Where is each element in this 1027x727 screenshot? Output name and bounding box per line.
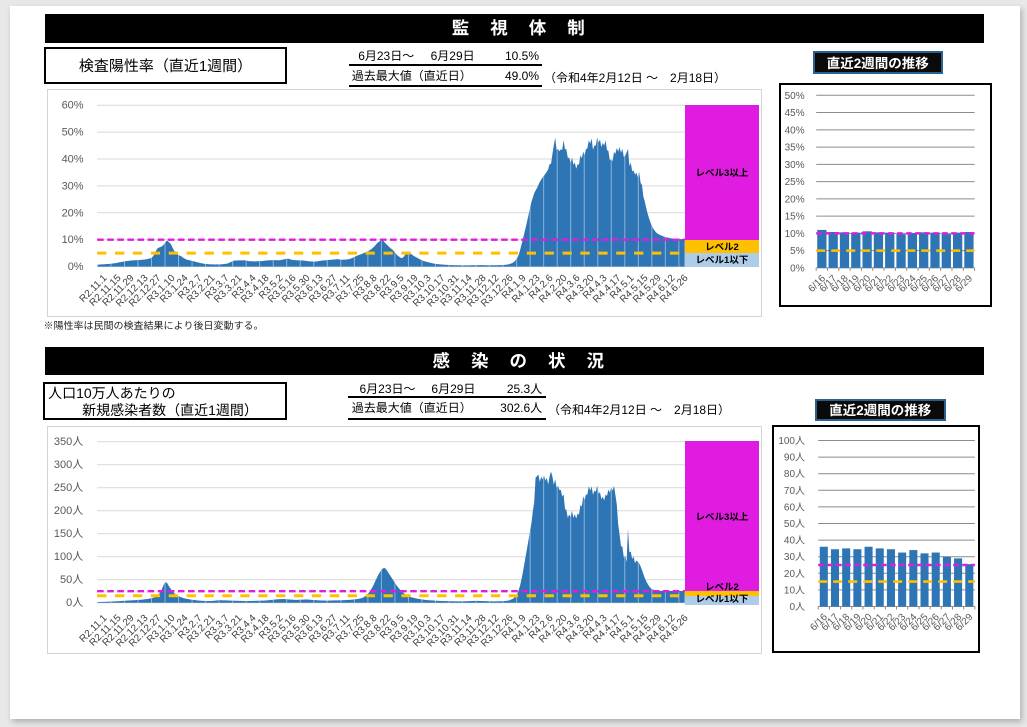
- svg-text:70人: 70人: [784, 482, 805, 497]
- svg-text:0人: 0人: [789, 598, 805, 613]
- svg-text:350人: 350人: [53, 433, 82, 449]
- svg-text:40人: 40人: [784, 532, 805, 547]
- svg-text:300人: 300人: [53, 456, 82, 472]
- svg-text:90人: 90人: [784, 449, 805, 464]
- svg-text:25%: 25%: [785, 173, 805, 188]
- svg-text:10%: 10%: [61, 231, 83, 247]
- svg-text:10%: 10%: [785, 224, 805, 239]
- svg-text:35%: 35%: [785, 138, 805, 153]
- svg-text:50人: 50人: [60, 571, 83, 587]
- svg-text:50%: 50%: [785, 86, 805, 101]
- svg-text:100人: 100人: [53, 548, 82, 564]
- svg-text:50%: 50%: [61, 123, 83, 139]
- svg-text:20人: 20人: [784, 565, 805, 580]
- svg-text:80人: 80人: [784, 465, 805, 480]
- svg-text:40%: 40%: [785, 121, 805, 136]
- svg-text:30%: 30%: [785, 155, 805, 170]
- svg-text:30人: 30人: [784, 548, 805, 563]
- svg-text:250人: 250人: [53, 479, 82, 495]
- svg-text:20%: 20%: [61, 204, 83, 220]
- svg-text:20%: 20%: [785, 190, 805, 205]
- svg-text:0%: 0%: [790, 259, 805, 274]
- svg-text:60人: 60人: [784, 498, 805, 513]
- svg-text:10人: 10人: [784, 581, 805, 596]
- svg-text:50人: 50人: [784, 515, 805, 530]
- svg-text:15%: 15%: [785, 207, 805, 222]
- svg-text:200人: 200人: [53, 502, 82, 518]
- svg-text:30%: 30%: [61, 177, 83, 193]
- svg-text:45%: 45%: [785, 104, 805, 119]
- svg-text:150人: 150人: [53, 525, 82, 541]
- svg-text:40%: 40%: [61, 150, 83, 166]
- svg-text:0%: 0%: [67, 258, 83, 274]
- svg-text:100人: 100人: [778, 432, 805, 447]
- svg-text:0人: 0人: [66, 594, 83, 610]
- svg-text:60%: 60%: [61, 97, 83, 113]
- svg-text:5%: 5%: [790, 242, 805, 257]
